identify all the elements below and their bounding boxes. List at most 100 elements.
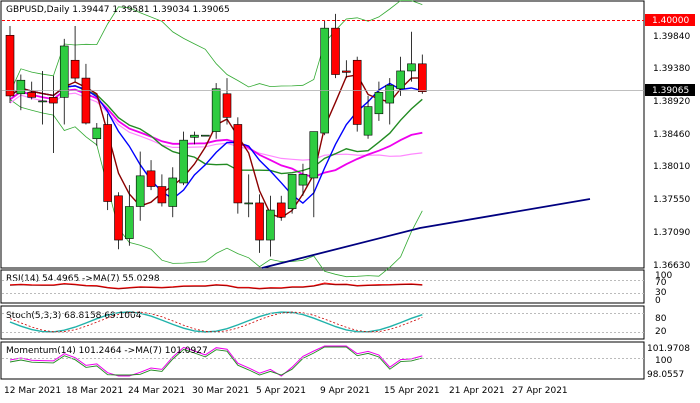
candle-body-bull [363, 106, 373, 136]
candle-body-bull [59, 45, 69, 98]
candle [211, 83, 221, 139]
momentum-tick: 100 [655, 356, 672, 366]
price-tick: 1.38920 [653, 97, 690, 107]
candle-body-bear [417, 63, 427, 92]
candle [59, 38, 69, 125]
date-tick: 9 Apr 2021 [320, 386, 370, 396]
stoch-panel[interactable] [0, 305, 645, 340]
date-tick: 30 Mar 2021 [192, 386, 249, 396]
candle-body-bull [407, 63, 416, 72]
price-tick: 1.38010 [653, 162, 690, 172]
candle [222, 78, 232, 125]
candle [417, 54, 427, 94]
resistance-price-label: 1.40000 [652, 16, 689, 26]
candle [266, 195, 275, 257]
candle-body-bear [255, 202, 264, 241]
candle [201, 134, 210, 137]
candle-body-bear [222, 93, 232, 118]
momentum-header: Momentum(14) 101.2464 ->MA(7) 101.0927 [6, 346, 208, 356]
candle [255, 194, 264, 253]
momentum-line [9, 345, 423, 377]
candle-body-bull [244, 202, 253, 205]
ma-pink-line [9, 92, 423, 161]
date-tick: 5 Apr 2021 [256, 386, 306, 396]
candle-body-bull [92, 127, 102, 140]
candle-body-bear [114, 195, 123, 241]
price-tick: 1.37090 [653, 228, 690, 238]
candle-body-bull [125, 206, 134, 239]
candle-body-bull [211, 88, 221, 132]
candle-body-bear [5, 34, 15, 97]
candle [146, 160, 156, 191]
upper-band-line [9, 0, 423, 93]
candle [190, 131, 199, 145]
momentum-tick: 101.9708 [647, 344, 690, 354]
candle-body-bull [190, 134, 199, 138]
candle-body-bull [374, 92, 384, 115]
candle [81, 63, 91, 125]
candle-body-bull [287, 174, 297, 209]
stoch-main-line [9, 311, 423, 333]
candle [135, 151, 145, 221]
price-tick: 1.36630 [653, 261, 690, 271]
candle-body-bear [103, 124, 112, 202]
candle [298, 163, 308, 196]
momentum-ma-line [9, 346, 423, 376]
candle-body-bear [27, 92, 37, 98]
candle [16, 74, 26, 111]
candle-body-bull [298, 174, 308, 186]
rsi-tick: 100 [655, 271, 672, 281]
rsi-panel[interactable] [0, 269, 645, 304]
candle [331, 13, 340, 79]
candle [233, 117, 243, 214]
momentum-tick: 98.0557 [647, 370, 684, 380]
date-tick: 21 Apr 2021 [449, 386, 505, 396]
rsi-line [9, 282, 423, 289]
symbol-header: GBPUSD,Daily 1.39447 1.39581 1.39034 1.3… [6, 5, 230, 15]
candle-body-bear [157, 186, 167, 204]
candle-body-bear [352, 59, 362, 125]
resistance-price-tag [645, 14, 695, 26]
candle [385, 78, 395, 125]
candle [103, 113, 112, 211]
candle-body-bear [70, 59, 80, 79]
lower-band-line [9, 99, 423, 278]
candle-body-bear [276, 202, 286, 218]
date-tick: 27 Apr 2021 [512, 386, 568, 396]
candle [287, 174, 297, 214]
rsi-header: RSI(14) 54.4965 ->MA(7) 55.0298 [6, 274, 160, 284]
stoch-tick: 80 [655, 314, 667, 324]
candle [179, 131, 188, 186]
stoch-header: Stoch(5,3,3) 68.8158 69.1004 [6, 311, 142, 321]
candle [168, 167, 178, 218]
date-axis: 12 Mar 2021 18 Mar 2021 24 Mar 2021 30 M… [4, 386, 568, 396]
candle-body-bull [135, 175, 145, 207]
candle-body-bull [396, 70, 405, 90]
current-price-tag [645, 84, 695, 96]
candle [320, 21, 329, 136]
date-tick: 18 Mar 2021 [66, 386, 123, 396]
price-tick: 1.38460 [653, 130, 690, 140]
candle-body-bear [146, 170, 156, 187]
candle [309, 131, 319, 218]
candle [157, 174, 167, 207]
price-tick: 1.37550 [653, 195, 690, 205]
candle [374, 81, 384, 121]
candle-body-bull [201, 134, 210, 137]
rsi-tick: 70 [655, 278, 667, 288]
rsi-ma-line [9, 283, 423, 290]
candle [125, 185, 134, 246]
candle-body-bear [81, 77, 91, 124]
candle-body-bull [266, 209, 275, 241]
candle [114, 192, 123, 250]
candle [244, 174, 253, 218]
date-tick: 12 Mar 2021 [4, 386, 61, 396]
candle-body-bear [331, 27, 340, 75]
stoch-tick: 20 [655, 327, 667, 337]
candle [5, 26, 15, 104]
candle-body-bear [233, 124, 243, 204]
candle [352, 56, 362, 132]
ma-slow-line [261, 198, 591, 269]
